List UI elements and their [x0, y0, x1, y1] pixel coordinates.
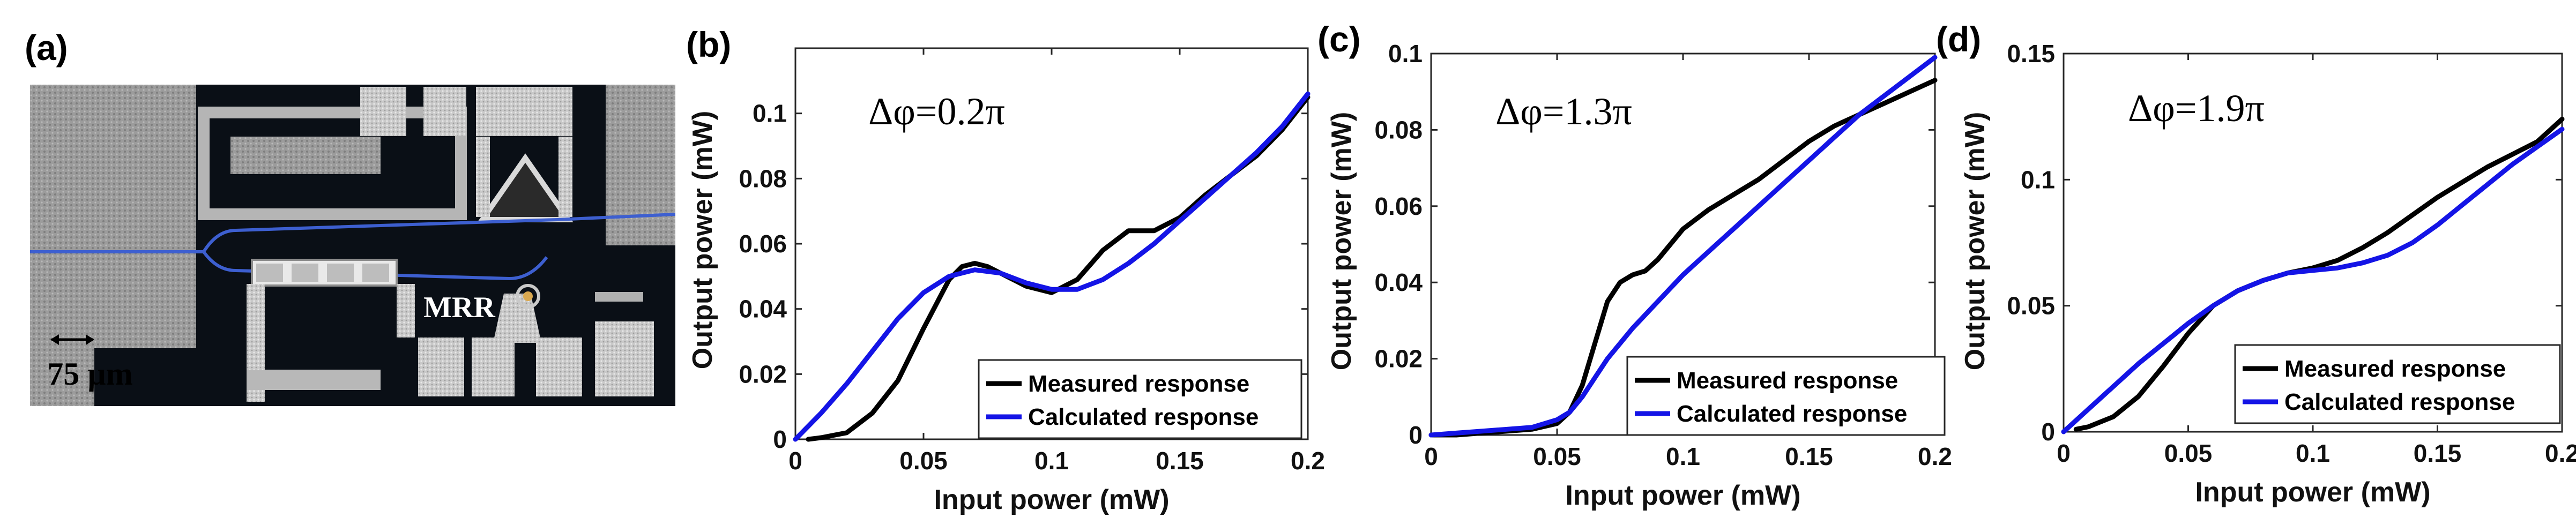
legend-entry: Measured response	[1677, 368, 1898, 394]
metal-region-right	[606, 85, 675, 245]
y-tick-label: 0.02	[739, 360, 787, 388]
metal-region-left-step	[94, 284, 196, 348]
chart-panel-b: 0 0.05 0.1 0.15 0.2 0 0.02 0.04 0.06 0.08 0.1 Input…	[687, 47, 1325, 515]
micro-ring-resonator	[516, 284, 540, 309]
legend-entry: Measured response	[1028, 371, 1249, 397]
legend-entry: Measured response	[2284, 356, 2506, 382]
y-tick-label: 0.08	[739, 164, 787, 192]
waveguide	[30, 213, 675, 253]
x-tick-label: 0.15	[1156, 447, 1204, 475]
legend-box	[2234, 344, 2561, 424]
series-line-calculated	[793, 91, 1311, 442]
y-tick-label: 0.04	[1374, 268, 1423, 296]
x-tick-label: 0	[1424, 442, 1438, 470]
scale-bar-arrow-left	[50, 334, 59, 345]
y-tick-label: 0.06	[1374, 192, 1423, 220]
x-tick-label: 0	[788, 447, 802, 475]
y-tick-label: 0.02	[1374, 345, 1423, 373]
x-axis-label: Input power (mW)	[1565, 480, 1800, 511]
y-axis-label: Output power (mW)	[1326, 112, 1357, 370]
legend-entry: Calculated response	[2284, 389, 2515, 415]
x-tick-label: 0.1	[1666, 442, 1700, 470]
y-tick-label: 0.1	[2021, 166, 2055, 193]
x-tick-label: 0.05	[2164, 439, 2213, 467]
y-tick-label: 0	[773, 425, 787, 453]
contact-pad	[423, 87, 466, 136]
y-tick-label: 0.1	[1388, 40, 1423, 68]
y-tick-label: 0.1	[753, 100, 787, 128]
panel-label-b: (b)	[686, 25, 731, 64]
contact-pad	[472, 338, 515, 396]
metal-region-left	[30, 85, 196, 284]
x-tick-label: 0	[2057, 439, 2071, 467]
x-tick-label: 0.2	[2545, 439, 2576, 467]
contact-pad	[536, 338, 582, 396]
x-tick-label: 0.1	[1034, 447, 1069, 475]
legend-box	[978, 359, 1302, 439]
heater-frame	[198, 107, 467, 220]
panel-label-c: (c)	[1317, 19, 1361, 59]
phase-shifter-segment	[292, 264, 318, 282]
y-tick-label: 0.15	[2007, 40, 2055, 68]
chart-panel-c: 0 0.05 0.1 0.15 0.2 0 0.02 0.04 0.06 0.08 0.1 Input…	[1326, 40, 1952, 511]
y-tick-label: 0.04	[739, 295, 787, 323]
legend-entry: Calculated response	[1677, 401, 1907, 427]
x-tick-label: 0.15	[2414, 439, 2462, 467]
x-tick-label: 0.15	[1785, 442, 1833, 470]
x-axis-label: Input power (mW)	[2195, 477, 2430, 508]
phase-shifter-segment	[327, 264, 354, 282]
grating-stub	[595, 292, 643, 302]
chart-panel-d: 0 0.05 0.1 0.15 0.2 0 0.05 0.1 0.15 Input power (…	[1960, 40, 2576, 508]
y-tick-label: 0.06	[739, 230, 787, 258]
x-tick-label: 0.05	[1533, 442, 1581, 470]
y-tick-label: 0	[1409, 421, 1423, 449]
y-axis-label: Output power (mW)	[1960, 112, 1991, 370]
y-axis-label: Output power (mW)	[687, 111, 718, 369]
y-tick-label: 0.05	[2007, 292, 2055, 320]
y-tick-label: 0	[2041, 418, 2055, 446]
contact-pad	[360, 87, 406, 136]
y-tick-label: 0.08	[1374, 116, 1423, 144]
series-line-calculated	[1428, 55, 1938, 438]
x-tick-label: 0.2	[1918, 442, 1952, 470]
metal-region-left-lower	[30, 284, 94, 406]
x-tick-label: 0.1	[2296, 439, 2330, 467]
contact-pad	[418, 338, 464, 396]
x-axis-label: Input power (mW)	[934, 484, 1169, 515]
phase-annotation: Δφ=0.2π	[868, 90, 1005, 133]
x-tick-label: 0.2	[1291, 447, 1325, 475]
legend-box	[1626, 356, 1946, 436]
contact-pad	[476, 87, 572, 136]
scale-bar-arrow-right	[86, 334, 94, 345]
panel-label-a: (a)	[25, 28, 68, 68]
phase-annotation: Δφ=1.9π	[2128, 87, 2265, 130]
contact-pad	[559, 137, 572, 217]
x-tick-label: 0.05	[899, 447, 948, 475]
heater-block	[230, 137, 381, 174]
waveguide-branch	[202, 251, 548, 281]
panel-label-d: (d)	[1936, 19, 1981, 59]
series-line-calculated	[2061, 126, 2565, 434]
ring-heater	[523, 291, 533, 301]
contact-pad	[476, 137, 490, 217]
chip-micrograph: MRR 75 µm	[30, 85, 675, 406]
phase-shifter-segment	[362, 264, 389, 282]
series-line-measured	[2073, 116, 2565, 432]
mrr-label: MRR	[423, 291, 495, 324]
phase-shifter-segment	[256, 264, 283, 282]
contact-pad	[595, 321, 654, 396]
scale-bar-label: 75 µm	[47, 356, 133, 392]
legend-entry: Calculated response	[1028, 404, 1259, 430]
electrode	[397, 284, 415, 338]
phase-annotation: Δφ=1.3π	[1495, 90, 1632, 133]
electrode	[247, 370, 381, 390]
